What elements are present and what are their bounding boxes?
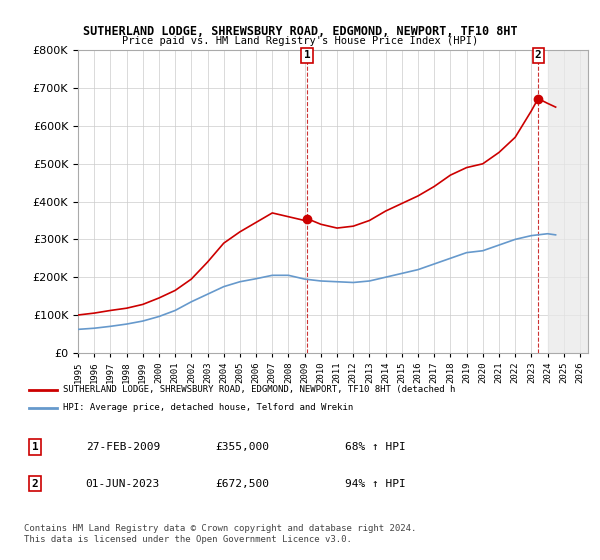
Text: 2: 2 xyxy=(32,479,38,489)
Text: HPI: Average price, detached house, Telford and Wrekin: HPI: Average price, detached house, Telf… xyxy=(63,403,353,413)
Bar xyxy=(548,50,588,353)
Text: 27-FEB-2009: 27-FEB-2009 xyxy=(86,442,160,452)
Text: 94% ↑ HPI: 94% ↑ HPI xyxy=(345,479,406,489)
Text: 68% ↑ HPI: 68% ↑ HPI xyxy=(345,442,406,452)
Text: 1: 1 xyxy=(304,50,310,60)
Text: 1: 1 xyxy=(32,442,38,452)
Text: SUTHERLAND LODGE, SHREWSBURY ROAD, EDGMOND, NEWPORT, TF10 8HT: SUTHERLAND LODGE, SHREWSBURY ROAD, EDGMO… xyxy=(83,25,517,38)
Text: £355,000: £355,000 xyxy=(215,442,269,452)
Text: Contains HM Land Registry data © Crown copyright and database right 2024.: Contains HM Land Registry data © Crown c… xyxy=(24,524,416,533)
Text: £672,500: £672,500 xyxy=(215,479,269,489)
Text: This data is licensed under the Open Government Licence v3.0.: This data is licensed under the Open Gov… xyxy=(24,535,352,544)
Text: SUTHERLAND LODGE, SHREWSBURY ROAD, EDGMOND, NEWPORT, TF10 8HT (detached h: SUTHERLAND LODGE, SHREWSBURY ROAD, EDGMO… xyxy=(63,385,455,394)
Text: Price paid vs. HM Land Registry's House Price Index (HPI): Price paid vs. HM Land Registry's House … xyxy=(122,36,478,46)
Text: 2: 2 xyxy=(535,50,542,60)
Text: 01-JUN-2023: 01-JUN-2023 xyxy=(86,479,160,489)
